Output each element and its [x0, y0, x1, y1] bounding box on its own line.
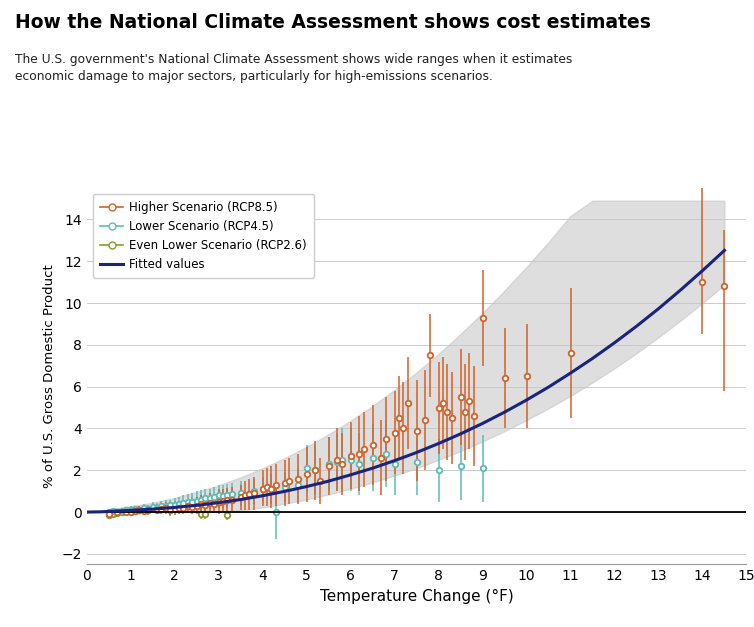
Text: How the National Climate Assessment shows cost estimates: How the National Climate Assessment show… [15, 13, 651, 31]
X-axis label: Temperature Change (°F): Temperature Change (°F) [320, 589, 513, 604]
Text: The U.S. government's National Climate Assessment shows wide ranges when it esti: The U.S. government's National Climate A… [15, 53, 572, 83]
Y-axis label: % of U.S. Gross Domestic Product: % of U.S. Gross Domestic Product [43, 265, 56, 488]
Legend: Higher Scenario (RCP8.5), Lower Scenario (RCP4.5), Even Lower Scenario (RCP2.6),: Higher Scenario (RCP8.5), Lower Scenario… [93, 194, 314, 278]
